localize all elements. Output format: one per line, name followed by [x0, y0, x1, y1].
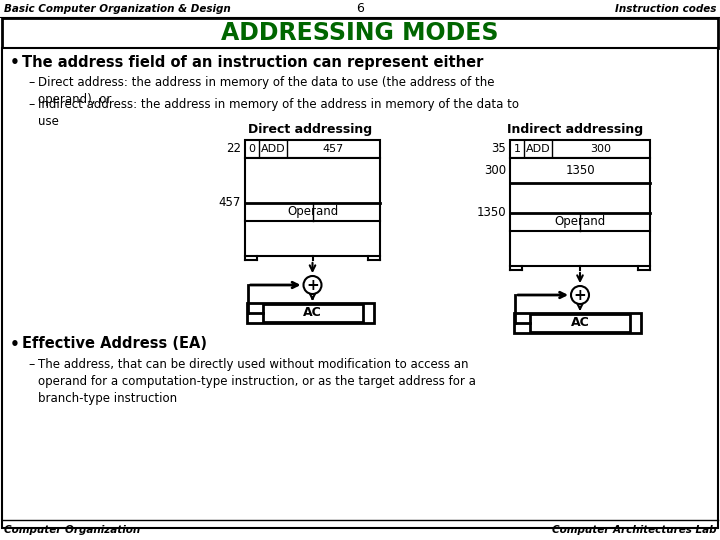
Text: +: +	[574, 287, 586, 302]
Bar	[245, 158, 380, 256]
Text: –: –	[28, 76, 35, 89]
Text: Direct addressing: Direct addressing	[248, 124, 372, 137]
Circle shape	[304, 276, 322, 294]
Bar	[2, 18, 718, 48]
Bar	[530, 314, 630, 332]
Text: Basic Computer Organization & Design: Basic Computer Organization & Design	[4, 4, 230, 14]
Bar	[510, 158, 650, 266]
Text: Indirect address: the address in memory of the address in memory of the data to
: Indirect address: the address in memory …	[38, 98, 519, 128]
Bar	[246, 303, 374, 323]
Bar	[2, 48, 718, 528]
Circle shape	[571, 286, 589, 304]
Text: 457: 457	[219, 197, 241, 210]
Text: Computer Architectures Lab: Computer Architectures Lab	[552, 525, 716, 535]
Bar	[263, 304, 362, 322]
Text: AC: AC	[571, 316, 590, 329]
Text: 1350: 1350	[565, 164, 595, 177]
Text: Instruction codes: Instruction codes	[615, 4, 716, 14]
Text: Effective Address (EA): Effective Address (EA)	[22, 336, 207, 352]
Text: 0: 0	[248, 144, 256, 154]
Text: Operand: Operand	[554, 215, 606, 228]
Bar	[514, 313, 641, 333]
Text: 6: 6	[356, 3, 364, 16]
Text: –: –	[28, 98, 35, 111]
Text: Computer Organization: Computer Organization	[4, 525, 140, 535]
Text: 300: 300	[484, 164, 506, 177]
Text: AC: AC	[303, 307, 322, 320]
Text: Indirect addressing: Indirect addressing	[507, 124, 643, 137]
Text: Operand: Operand	[287, 206, 338, 219]
Text: 35: 35	[491, 143, 506, 156]
Text: –: –	[28, 358, 35, 371]
Text: ADD: ADD	[261, 144, 285, 154]
Text: Direct address: the address in memory of the data to use (the address of the
ope: Direct address: the address in memory of…	[38, 76, 495, 106]
Text: 22: 22	[226, 143, 241, 156]
Text: •: •	[10, 55, 20, 70]
Bar	[245, 140, 380, 158]
Text: 457: 457	[323, 144, 344, 154]
Bar	[510, 140, 650, 158]
Text: •: •	[10, 336, 20, 352]
Text: The address, that can be directly used without modification to access an
operand: The address, that can be directly used w…	[38, 358, 476, 405]
Text: 300: 300	[590, 144, 611, 154]
Text: +: +	[306, 278, 319, 293]
Text: ADDRESSING MODES: ADDRESSING MODES	[221, 21, 499, 45]
Text: 1: 1	[513, 144, 521, 154]
Text: 1350: 1350	[477, 206, 506, 219]
Text: The address field of an instruction can represent either: The address field of an instruction can …	[22, 55, 483, 70]
Text: ADD: ADD	[526, 144, 550, 154]
